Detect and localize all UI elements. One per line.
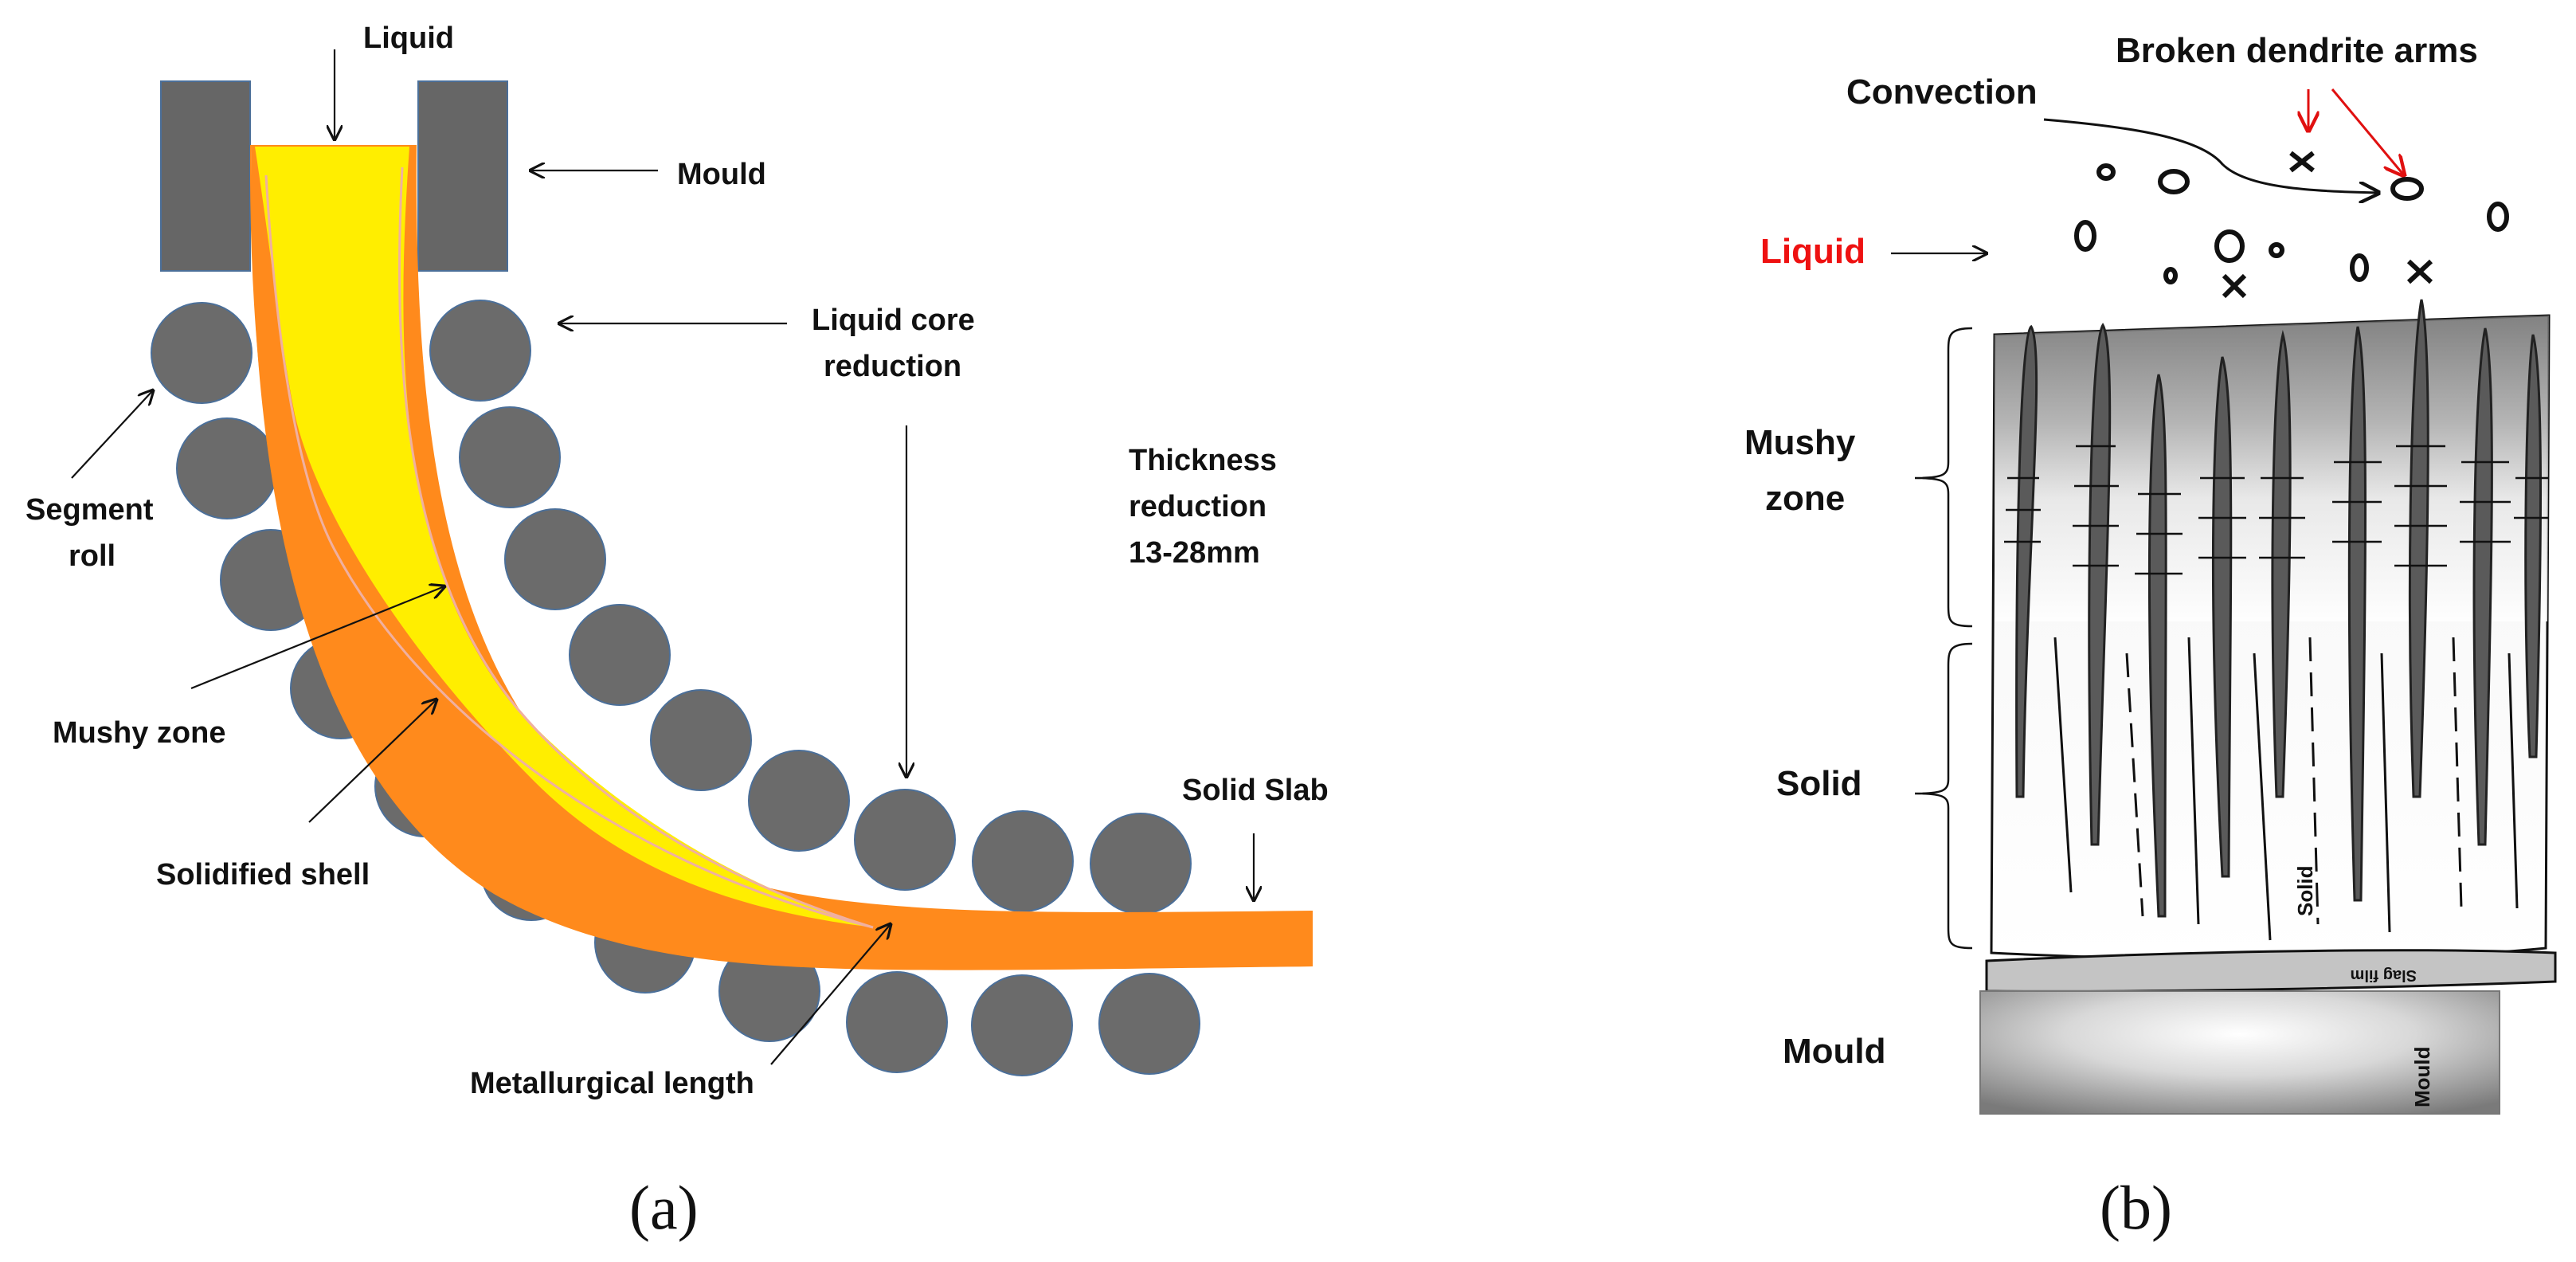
panel-a-caption: (a) bbox=[629, 1173, 699, 1242]
solidified-shell-label: Solidified shell bbox=[156, 858, 370, 892]
solid-b-label: Solid bbox=[1776, 764, 1862, 803]
roll bbox=[504, 508, 606, 610]
braces bbox=[1914, 327, 1973, 950]
fragment bbox=[2074, 220, 2096, 252]
dendrite bbox=[2524, 334, 2542, 758]
mould-label: Mould bbox=[677, 158, 766, 191]
dendrite bbox=[2472, 327, 2493, 846]
fragment bbox=[2350, 253, 2369, 282]
solidified-shell-arrow bbox=[308, 700, 437, 823]
convection-label: Convection bbox=[1846, 73, 2038, 112]
solid-brace bbox=[1914, 642, 1973, 950]
branches bbox=[2004, 445, 2549, 575]
grain-line bbox=[2125, 653, 2144, 917]
fragment bbox=[2096, 163, 2116, 181]
segment-roll-arrow bbox=[71, 390, 153, 479]
mushy-zone-arrow bbox=[190, 586, 444, 690]
dendrite bbox=[2271, 330, 2292, 798]
dendrite bbox=[2147, 374, 2167, 918]
panel-b: Convection Broken dendrite arms Liquid M… bbox=[1744, 31, 2557, 1242]
roll bbox=[650, 689, 752, 791]
broken-dendrite-label: Broken dendrite arms bbox=[2116, 31, 2478, 70]
grain-line bbox=[2187, 637, 2200, 925]
dendrite bbox=[2347, 326, 2367, 902]
fragment bbox=[2163, 267, 2178, 284]
grain-line bbox=[2507, 653, 2519, 909]
panel-a: Liquid Mould Liquid core reduction Thick… bbox=[25, 22, 1329, 1242]
grain-line bbox=[2053, 637, 2073, 893]
mould-block-right bbox=[417, 80, 508, 272]
mould-block-left bbox=[160, 80, 251, 272]
fragment bbox=[2214, 229, 2245, 263]
mould-vertical-label: Mould bbox=[2410, 1046, 2434, 1107]
roll bbox=[459, 406, 561, 508]
liquid-label: Liquid bbox=[363, 22, 454, 55]
fragment bbox=[2487, 202, 2509, 232]
roll bbox=[429, 300, 531, 402]
mould-b-label: Mould bbox=[1783, 1032, 1886, 1071]
grain-line bbox=[2253, 653, 2272, 941]
roll bbox=[1098, 973, 1200, 1075]
roll bbox=[176, 417, 278, 519]
solid-slab-label: Solid Slab bbox=[1182, 774, 1329, 807]
roll bbox=[972, 810, 1074, 912]
roll bbox=[151, 302, 253, 404]
dendrite-lines bbox=[2053, 637, 2519, 941]
fragment bbox=[2269, 242, 2284, 258]
dendrite-branches bbox=[2004, 445, 2549, 575]
liquid-core-label-2: reduction bbox=[824, 350, 961, 383]
mushy-zone-edge bbox=[264, 174, 874, 929]
segment-roll-label-1: Segment bbox=[25, 493, 154, 527]
grain-line bbox=[2452, 637, 2463, 909]
grain-line bbox=[2380, 653, 2391, 933]
fragment-cross bbox=[2289, 151, 2315, 173]
convection-arrow bbox=[2043, 118, 2378, 193]
slag-film bbox=[1985, 949, 2557, 993]
mushy-zone-b-label-1: Mushy bbox=[1744, 423, 1856, 462]
segment-roll-label-2: roll bbox=[69, 539, 115, 573]
slag-film-label: Slag film bbox=[2351, 966, 2417, 984]
liquid-core bbox=[255, 147, 873, 927]
dendrite bbox=[2211, 356, 2233, 878]
red-arrow-2 bbox=[2331, 88, 2404, 175]
liquid-b-label: Liquid bbox=[1760, 232, 1865, 271]
thickness-label-3: 13-28mm bbox=[1129, 536, 1260, 570]
mushy-zone-edge bbox=[398, 167, 874, 929]
roll bbox=[748, 750, 850, 852]
fragment bbox=[2158, 169, 2190, 194]
roll bbox=[854, 789, 956, 891]
dendrites bbox=[2015, 299, 2542, 918]
dendrite-fragments bbox=[2074, 151, 2509, 299]
mushy-zone-b-label-2: zone bbox=[1765, 479, 1845, 518]
roll bbox=[569, 604, 671, 706]
metallurgical-length-arrow bbox=[770, 924, 891, 1065]
thickness-label-2: reduction bbox=[1129, 490, 1266, 523]
panel-b-caption: (b) bbox=[2100, 1173, 2172, 1242]
roll bbox=[846, 971, 948, 1073]
metallurgical-length-label: Metallurgical length bbox=[470, 1067, 754, 1100]
fragment-cross bbox=[2222, 273, 2247, 299]
mould-block-b bbox=[1979, 990, 2500, 1115]
dendrite bbox=[2408, 299, 2429, 798]
solid-vertical-label: Solid bbox=[2293, 865, 2317, 916]
fragment bbox=[2390, 177, 2424, 201]
panel-a-arrows bbox=[71, 49, 1254, 1065]
mushy-zone-label: Mushy zone bbox=[53, 716, 225, 750]
grain-line bbox=[2308, 637, 2320, 925]
fragment-cross bbox=[2406, 259, 2433, 284]
roll bbox=[971, 974, 1073, 1076]
dendrite bbox=[2088, 323, 2112, 846]
thickness-label-1: Thickness bbox=[1129, 444, 1277, 477]
liquid-core-label-1: Liquid core bbox=[812, 304, 975, 337]
mushy-brace bbox=[1914, 327, 1973, 628]
roll bbox=[1090, 813, 1192, 915]
dendrite bbox=[2015, 324, 2038, 798]
